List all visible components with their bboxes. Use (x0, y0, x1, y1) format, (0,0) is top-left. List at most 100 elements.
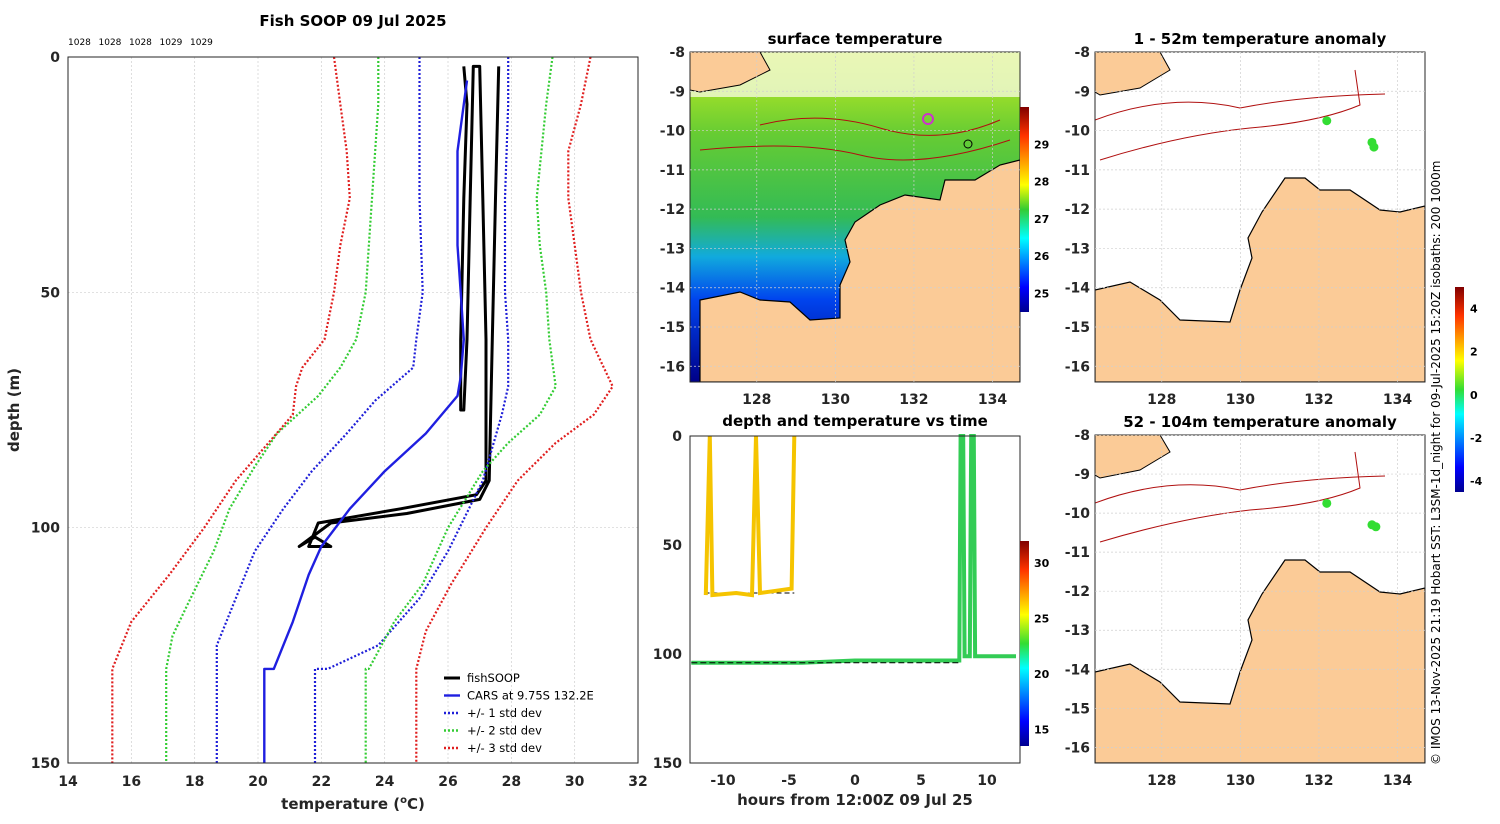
anomaly-upper-map (1095, 52, 1425, 382)
map-y-tick: -15 (1065, 701, 1090, 717)
sst-isobath-1000 (699, 139, 1011, 161)
profile-y-ticks: 0 50 100 150 (31, 50, 60, 772)
depth-time-lower-track (691, 434, 1016, 665)
map-x-tick: 130 (821, 392, 850, 408)
map-y-tick: -11 (1065, 545, 1090, 561)
depth-time-panel: depth and temperature vs time -10 -5 0 5 10 … (653, 412, 1050, 809)
anomaly-upper-isobath-200 (1095, 93, 1386, 121)
anomaly-upper-land-timor (1095, 52, 1171, 96)
map-x-tick: 134 (1383, 392, 1412, 408)
map-y-tick: -14 (1065, 281, 1091, 297)
sst-map-title: surface temperature (768, 30, 943, 48)
anomaly-colorbar-tick: 2 (1470, 346, 1478, 359)
anomaly-lower-land-timor (1095, 435, 1171, 479)
density-label: 1028 (129, 38, 152, 48)
sst-land-timor (690, 52, 771, 93)
anomaly-lower-isobath-200 (1095, 475, 1386, 504)
profile-x-tick: 16 (122, 774, 141, 790)
anomaly-grid (1095, 435, 1425, 763)
depth-time-y-tick: 100 (653, 647, 682, 663)
depth-time-x-tick: 5 (916, 773, 926, 789)
anomaly-lower-map (1095, 435, 1425, 763)
anomaly-lower-title: 52 - 104m temperature anomaly (1123, 413, 1397, 431)
sst-colorbar-tick: 27 (1034, 213, 1049, 226)
map-x-tick: 134 (1383, 773, 1412, 789)
sst-colorbar-tick: 25 (1034, 287, 1049, 300)
depth-time-series (691, 434, 1016, 665)
map-y-tick: -9 (1074, 467, 1090, 483)
profile-x-tick: 28 (502, 774, 521, 790)
sst-colorbar-ticks: 25 26 27 28 29 (1034, 138, 1050, 300)
depth-time-x-tick: -10 (710, 773, 736, 789)
anomaly-upper-panel: 1 - 52m temperature anomaly 128 130 132 134… (1065, 30, 1426, 408)
density-labels: 1028 1028 1028 1029 1029 (68, 38, 213, 48)
anomaly-lower-isobath-1000 (1099, 451, 1361, 543)
profile-x-tick: 22 (312, 774, 331, 790)
density-label: 1028 (68, 38, 91, 48)
map-y-tick: -8 (1074, 45, 1090, 61)
profile-x-tick: 24 (375, 774, 395, 790)
depth-time-colorbar-tick: 25 (1034, 613, 1049, 626)
map-y-tick: -15 (660, 320, 685, 336)
profile-x-tick: 14 (58, 774, 78, 790)
sst-map-area (690, 52, 1020, 382)
series--3-std (415, 56, 614, 763)
map-y-tick: -9 (1074, 84, 1090, 100)
depth-time-upper-track (703, 435, 797, 598)
anomaly-colorbar-tick: -4 (1470, 475, 1483, 488)
series--1-std (313, 57, 510, 763)
anomaly-upper-points (1322, 116, 1379, 152)
map-y-tick: -13 (660, 241, 685, 257)
sst-grid (690, 52, 1020, 382)
map-y-tick: -9 (669, 84, 685, 100)
depth-time-colorbar-tick: 30 (1034, 557, 1050, 570)
profile-x-tick: 32 (628, 774, 647, 790)
sst-station-marker (922, 113, 934, 125)
map-x-tick: 132 (1304, 773, 1333, 789)
profile-panel: Fish SOOP 09 Jul 2025 1028 1028 1028 1029 10… (5, 12, 648, 813)
map-y-tick: -8 (1074, 428, 1090, 444)
series--2-std (165, 57, 380, 763)
map-y-tick: -15 (1065, 320, 1090, 336)
anomaly-upper-x-ticks: 128 130 132 134 (1147, 392, 1412, 408)
anomaly-grid (1095, 52, 1425, 382)
profile-series (111, 56, 614, 763)
sst-isobath-200 (759, 117, 1001, 136)
anomaly-colorbar-tick: -2 (1470, 432, 1482, 445)
density-label: 1029 (190, 38, 213, 48)
profile-y-label: depth (m) (5, 368, 23, 452)
legend-label: +/- 2 std dev (467, 724, 542, 738)
depth-time-colorbar-tick: 15 (1034, 723, 1049, 736)
profile-legend: fishSOOP CARS at 9.75S 132.2E +/- 1 std de… (444, 671, 594, 755)
sst-track-marker (963, 139, 973, 149)
map-x-tick: 134 (978, 392, 1007, 408)
map-y-tick: -14 (660, 281, 686, 297)
depth-time-x-tick: -5 (781, 773, 797, 789)
map-x-tick: 128 (1147, 773, 1176, 789)
map-y-tick: -13 (1065, 241, 1090, 257)
map-y-tick: -11 (660, 163, 685, 179)
sst-x-ticks: 128 130 132 134 (742, 392, 1007, 408)
legend-label: fishSOOP (467, 671, 520, 685)
map-y-tick: -8 (669, 45, 685, 61)
depth-time-colorbar-ticks: 15 20 25 30 (1034, 557, 1050, 736)
profile-y-tick: 50 (41, 285, 61, 301)
density-label: 1028 (99, 38, 122, 48)
anomaly-upper-land-australia (1095, 177, 1425, 382)
anomaly-lower-x-ticks: 128 130 132 134 (1147, 773, 1412, 789)
map-y-tick: -10 (1065, 124, 1091, 140)
depth-time-x-label: hours from 12:00Z 09 Jul 25 (737, 791, 973, 809)
anomaly-colorbar-tick: 0 (1470, 389, 1478, 402)
map-y-tick: -12 (1065, 202, 1090, 218)
map-y-tick: -16 (1065, 740, 1090, 756)
sst-colorbar-tick: 26 (1034, 250, 1050, 263)
profile-frame (67, 56, 639, 764)
anomaly-point (1322, 116, 1332, 126)
depth-time-title: depth and temperature vs time (722, 412, 988, 430)
profile-y-tick: 100 (31, 521, 60, 537)
anomaly-colorbar-ticks: 4 2 0 -2 -4 (1470, 303, 1483, 489)
map-y-tick: -10 (1065, 506, 1091, 522)
map-x-tick: 132 (899, 392, 928, 408)
anomaly-lower-land-australia (1095, 559, 1425, 763)
